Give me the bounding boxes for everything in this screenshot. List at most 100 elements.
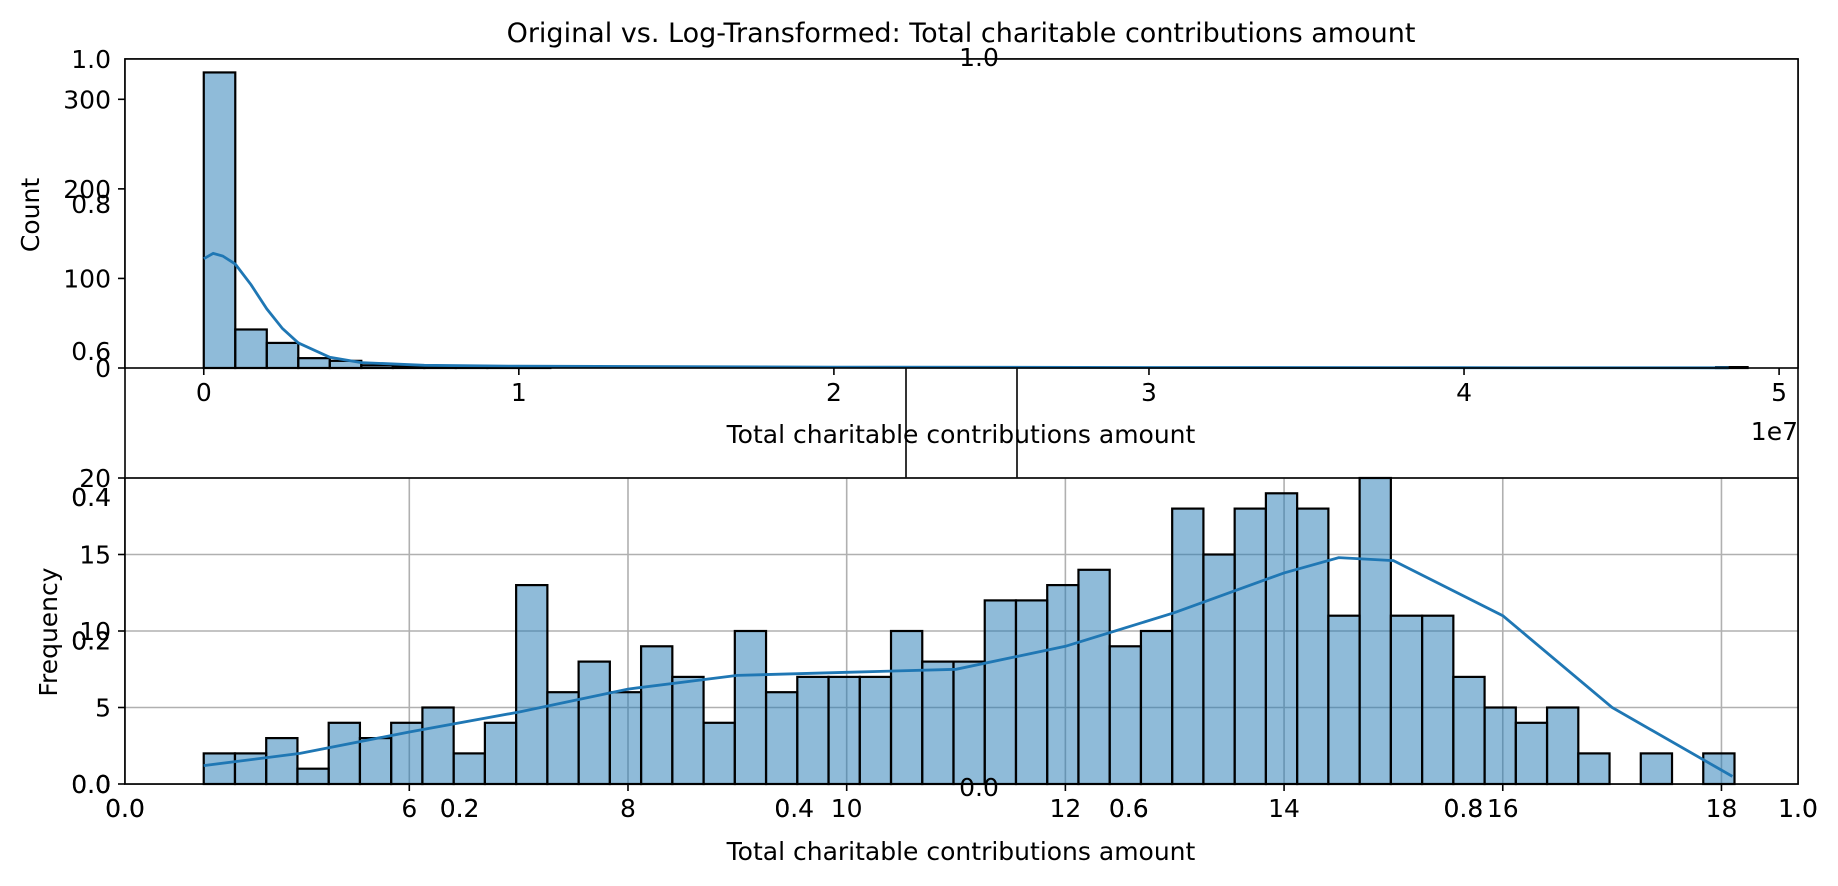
histogram-bar [1483, 706, 1517, 786]
histogram-bar [1108, 645, 1143, 786]
histogram-bar [608, 691, 643, 786]
histogram-bar [265, 736, 299, 786]
histogram-bar [421, 706, 455, 786]
x-tick-label: 5 [1771, 378, 1787, 407]
bottom-histogram-bars [202, 476, 1736, 786]
histogram-bar [671, 675, 705, 786]
histogram-bar [1639, 752, 1674, 786]
x-tick-label: 8 [620, 794, 636, 823]
histogram-bar [296, 767, 330, 786]
histogram-bar [1358, 476, 1392, 786]
histogram-bar [515, 583, 549, 786]
y-tick-label: 0 [95, 354, 111, 383]
overlay-y-tick-label: 0.6 [71, 337, 111, 366]
overlay-x-tick-label: 0.2 [440, 794, 480, 823]
histogram-bar [1139, 629, 1174, 786]
histogram-bar [764, 691, 799, 786]
histogram-bar [827, 675, 861, 786]
overlay-x-tick-label: 0.0 [105, 794, 145, 823]
histogram-bar [1327, 614, 1361, 786]
overlay-y-tick-label: 0.0 [71, 770, 111, 799]
y-tick-label: 100 [63, 264, 111, 293]
overlay-x-tick-label: 0.8 [1444, 794, 1484, 823]
overlay-x-tick-label: 0.2 [440, 794, 480, 823]
histogram-bar [1046, 583, 1080, 786]
histogram-bar [358, 736, 393, 786]
overlay-y-tick-label: 0.0 [71, 770, 111, 799]
histogram-bar [1171, 507, 1205, 786]
overlay-y-tick-label: 1.0 [71, 45, 111, 74]
histogram-bar [1296, 507, 1330, 786]
y-tick-label: 15 [79, 541, 111, 570]
top-x-ticks: 0 1 2 3 4 5 [196, 368, 1787, 407]
histogram-bar [483, 721, 518, 786]
histogram-bar [327, 721, 362, 786]
overlay-y-tick-label: 0.8 [71, 190, 111, 219]
histogram-bar [983, 599, 1018, 786]
overlay-y-tick-label: 0.2 [71, 627, 111, 656]
x-tick-label: 16 [1487, 794, 1519, 823]
bottom-x-ticks: 6 8 10 12 14 16 18 [401, 784, 1737, 823]
overlay-x-tick-label: 1.0 [1778, 794, 1818, 823]
bottom-y-ticks: 0 5 10 15 20 [79, 464, 125, 799]
histogram-bar [546, 691, 580, 786]
overlay-axis-labels: 1.0 0.0 0.6 0.8 1.0 0.0 0.2 0.4 0.6 0.8 1.0 0.0 0.… [71, 43, 1818, 823]
histogram-bar [858, 675, 893, 786]
figure-title: Original vs. Log-Transformed: Total char… [507, 18, 1416, 49]
x-tick-label: 2 [826, 378, 842, 407]
top-y-ticks: 0 100 200 300 [63, 85, 125, 383]
histogram-bar [265, 341, 300, 370]
y-tick-label: 200 [63, 175, 111, 204]
x-tick-label: 3 [1141, 378, 1157, 407]
histogram-bar [1077, 568, 1111, 786]
histogram-bar [1264, 492, 1299, 786]
top-x-axis-label: Total charitable contributions amount [726, 420, 1196, 449]
y-tick-label: 10 [79, 617, 111, 646]
x-tick-label: 6 [401, 794, 417, 823]
histogram-bar [202, 752, 237, 786]
x-tick-label: 18 [1706, 794, 1738, 823]
overlay-x-tick-label: 1.0 [1778, 794, 1818, 823]
top-x-offset-label: 1e7 [1751, 417, 1798, 446]
overlay-y-tick-label: 0.2 [71, 627, 111, 656]
overlay-x-tick-label: 0.8 [1444, 794, 1484, 823]
overlay-bottom-label: 0.0 [959, 773, 999, 802]
histogram-bar [639, 645, 674, 786]
overlay-x-tick-label: 0.6 [1109, 794, 1149, 823]
histogram-bar [1452, 675, 1486, 786]
overlay-x-tick-label: 0.6 [1109, 794, 1149, 823]
overlay-x-tick-label: 0.4 [774, 794, 814, 823]
y-tick-label: 20 [79, 464, 111, 493]
bottom-y-axis-label: Frequency [34, 567, 63, 696]
overlay-y-tick-label: 0.4 [71, 483, 111, 512]
histogram-bar [952, 660, 986, 786]
histogram-bar [1545, 706, 1580, 786]
overlay-top-label: 1.0 [959, 43, 999, 72]
top-panel: 0 1 2 3 4 5 0 100 200 300 Total charitable contr… [16, 58, 1799, 449]
histogram-bar [796, 675, 830, 786]
overlay-x-tick-label: 0.4 [774, 794, 814, 823]
x-tick-label: 12 [1049, 794, 1081, 823]
x-tick-label: 0 [196, 378, 212, 407]
histogram-bar [1514, 721, 1549, 786]
top-histogram-bars [202, 71, 1749, 370]
overlay-x-tick-label: 0.0 [105, 794, 145, 823]
x-tick-label: 10 [831, 794, 863, 823]
x-tick-label: 14 [1268, 794, 1300, 823]
histogram-bar [702, 721, 736, 786]
bottom-x-axis-label: Total charitable contributions amount [726, 837, 1196, 866]
overlay-y-tick-label: 0.4 [71, 483, 111, 512]
bottom-kde-line [203, 556, 1734, 778]
x-tick-label: 4 [1456, 378, 1472, 407]
top-y-axis-label: Count [16, 178, 45, 252]
histogram-bar [1202, 553, 1236, 786]
x-tick-label: 1 [511, 378, 527, 407]
y-tick-label: 0 [95, 770, 111, 799]
histogram-bar [1014, 599, 1049, 786]
bottom-panel: 6 8 10 12 14 16 18 0 5 10 15 20 Total charitable c… [34, 464, 1799, 866]
histogram-bar [452, 752, 486, 786]
y-tick-label: 300 [63, 85, 111, 114]
histogram-bar [1233, 507, 1267, 786]
histogram-bar [1389, 614, 1424, 786]
